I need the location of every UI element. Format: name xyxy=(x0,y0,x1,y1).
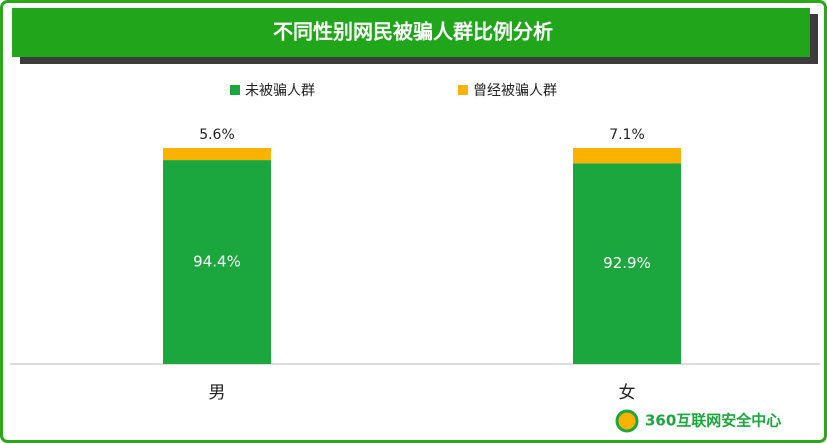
title-banner xyxy=(12,8,810,57)
bar-segment xyxy=(163,148,271,161)
footer-logo xyxy=(615,409,639,433)
bar-segment xyxy=(573,163,681,364)
chart-title: 不同性别网民被骗人群比例分析 xyxy=(273,20,553,44)
bar-segment xyxy=(163,160,271,364)
x-tick-label: 男 xyxy=(209,383,226,403)
legend-swatch xyxy=(458,85,468,95)
value-label: 5.6% xyxy=(199,127,235,143)
legend-swatch xyxy=(230,85,240,95)
value-label: 92.9% xyxy=(603,254,651,272)
legend-label: 未被骗人群 xyxy=(245,83,315,99)
x-tick-label: 女 xyxy=(619,383,636,403)
bar-segment xyxy=(573,148,681,164)
footer-text: 360互联网安全中心 xyxy=(645,412,781,430)
value-label: 7.1% xyxy=(609,127,645,143)
value-label: 94.4% xyxy=(193,253,241,271)
legend-label: 曾经被骗人群 xyxy=(473,83,557,99)
